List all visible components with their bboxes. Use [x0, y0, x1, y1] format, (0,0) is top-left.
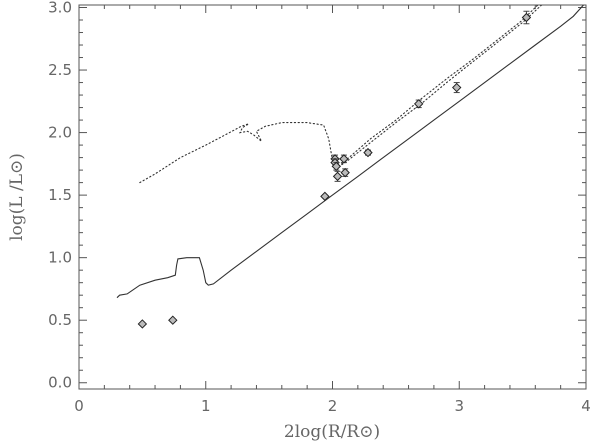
x-tick-label: 2 [328, 397, 338, 415]
x-axis-title: 2log(R/R⊙) [284, 422, 380, 442]
data-point-diamond [452, 82, 462, 93]
data-points [137, 10, 532, 329]
data-point-diamond [413, 99, 424, 109]
x-tick-label: 1 [201, 397, 211, 415]
x-tick-label: 0 [74, 397, 84, 415]
data-point-diamond [331, 161, 342, 172]
data-point-diamond [339, 154, 349, 164]
model-curve-1 [116, 5, 584, 299]
data-point-diamond [168, 315, 178, 325]
data-point-diamond [332, 171, 343, 182]
y-tick-label: 0.0 [48, 374, 72, 392]
x-tick-label: 4 [581, 397, 591, 415]
y-tick-label: 1.0 [48, 249, 72, 267]
data-point-diamond [521, 12, 532, 23]
y-tick-label: 1.5 [48, 186, 72, 204]
y-tick-label: 2.0 [48, 124, 72, 142]
data-point-diamond [320, 191, 330, 202]
data-point-diamond [137, 319, 148, 329]
y-axis-title: log(L /L⊙) [7, 153, 27, 241]
model-curve-3 [338, 5, 539, 167]
plot-frame [78, 4, 587, 390]
y-tick-label: 2.5 [48, 61, 72, 79]
data-point-diamond [340, 167, 350, 178]
y-tick-label: 3.0 [48, 0, 72, 17]
x-tick-label: 3 [454, 397, 464, 415]
model-curves [116, 5, 584, 299]
y-tick-label: 0.5 [48, 311, 72, 329]
axis-ticks: 0 1 2 3 4 0.0 0.5 1.0 1.5 2.0 2.5 3.0 [48, 0, 591, 415]
data-point-diamond [363, 147, 373, 158]
model-curve-2 [139, 5, 543, 184]
